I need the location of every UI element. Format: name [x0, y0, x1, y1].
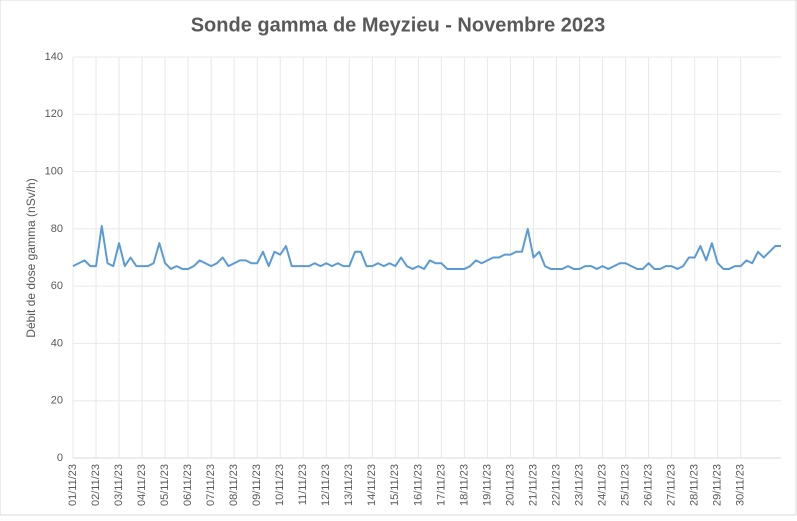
- y-axis-label: Débit de dose gamma (nSv/h): [24, 178, 38, 337]
- x-tick-label: 26/11/23: [643, 464, 655, 506]
- x-tick-label: 01/11/23: [67, 464, 79, 506]
- x-tick-label: 06/11/23: [182, 464, 194, 506]
- x-tick-label: 03/11/23: [113, 464, 125, 506]
- x-tick-label: 20/11/23: [504, 464, 516, 506]
- x-tick-label: 11/11/23: [297, 464, 309, 505]
- x-tick-label: 12/11/23: [320, 464, 332, 506]
- x-tick-label: 13/11/23: [343, 464, 355, 506]
- x-tick-label: 21/11/23: [527, 464, 539, 506]
- x-tick-label: 15/11/23: [389, 464, 401, 506]
- x-tick-label: 28/11/23: [689, 464, 701, 506]
- y-tick-label: 60: [51, 280, 63, 292]
- x-tick-label: 18/11/23: [458, 464, 470, 506]
- y-tick-label: 100: [45, 165, 63, 177]
- x-tick-label: 04/11/23: [136, 464, 148, 506]
- x-tick-label: 29/11/23: [712, 464, 724, 506]
- x-tick-label: 05/11/23: [159, 464, 171, 506]
- x-tick-label: 02/11/23: [90, 464, 102, 506]
- y-tick-label: 80: [51, 223, 63, 235]
- y-tick-label: 20: [51, 395, 63, 407]
- x-tick-label: 17/11/23: [435, 464, 447, 506]
- x-tick-label: 14/11/23: [366, 464, 378, 506]
- x-tick-label: 07/11/23: [205, 464, 217, 506]
- x-tick-label: 10/11/23: [274, 464, 286, 506]
- x-tick-label: 08/11/23: [228, 464, 240, 506]
- data-line: [72, 224, 781, 270]
- x-tick-label: 09/11/23: [251, 464, 263, 506]
- chart-title: Sonde gamma de Meyzieu - Novembre 2023: [191, 14, 606, 36]
- y-tick-label: 40: [51, 337, 63, 349]
- x-tick-label: 24/11/23: [596, 464, 608, 506]
- x-tick-label: 23/11/23: [573, 464, 585, 506]
- y-tick-label: 0: [57, 452, 63, 464]
- x-tick-label: 22/11/23: [550, 464, 562, 506]
- x-tick-label: 30/11/23: [735, 464, 747, 506]
- x-tick-label: 27/11/23: [666, 464, 678, 506]
- x-tick-label: 16/11/23: [412, 464, 424, 506]
- x-tick-label: 19/11/23: [481, 464, 493, 506]
- y-tick-label: 120: [45, 108, 63, 120]
- x-tick-label: 25/11/23: [619, 464, 631, 506]
- y-tick-label: 140: [45, 51, 63, 63]
